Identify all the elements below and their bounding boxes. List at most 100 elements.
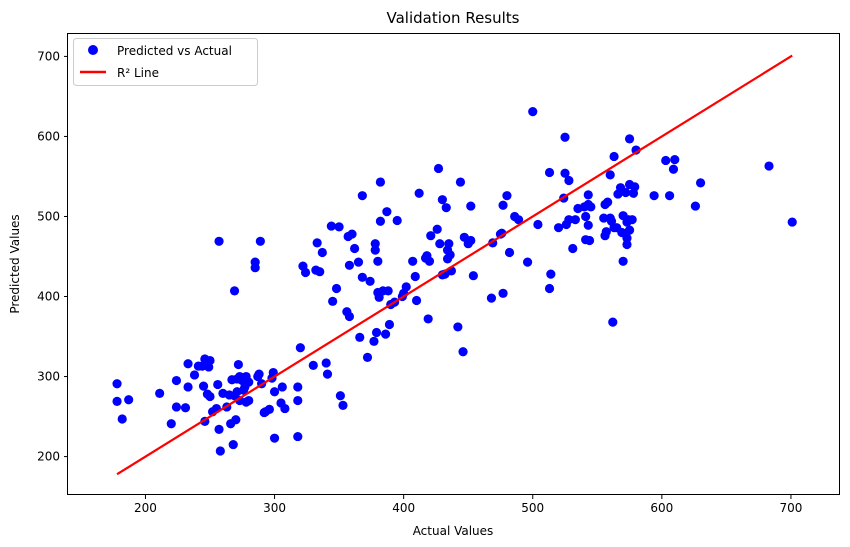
scatter-point [414, 188, 424, 198]
scatter-point [355, 332, 365, 342]
scatter-point [335, 391, 345, 401]
scatter-point [649, 191, 659, 201]
scatter-point [668, 164, 679, 174]
scatter-point [513, 215, 524, 225]
scatter-point [444, 239, 454, 249]
scatter-point [601, 227, 611, 237]
scatter-point [264, 404, 274, 414]
scatter-point [380, 329, 391, 339]
scatter-point [546, 269, 556, 279]
y-tick-label: 400 [37, 290, 60, 304]
scatter-point [312, 238, 322, 248]
scatter-point [293, 382, 303, 392]
y-axis-label: Predicted Values [8, 214, 22, 313]
scatter-point [215, 446, 225, 456]
scatter-point [432, 224, 442, 234]
y-tick-label: 300 [37, 370, 60, 384]
scatter-point [229, 286, 240, 296]
scatter-point [410, 271, 420, 282]
scatter-point [690, 201, 701, 211]
scatter-point [453, 322, 463, 332]
scatter-point [498, 200, 508, 210]
scatter-point [624, 225, 635, 235]
scatter-point [180, 403, 191, 413]
x-axis-label: Actual Values [413, 524, 494, 538]
scatter-point [599, 213, 609, 223]
scatter-point [233, 359, 244, 370]
scatter-point [375, 216, 386, 226]
scatter-point [322, 369, 333, 379]
scatter-point [424, 256, 435, 266]
y-tick-label: 700 [37, 49, 60, 63]
scatter-point [293, 431, 303, 442]
scatter-point [124, 395, 134, 405]
scatter-point [382, 207, 392, 217]
scatter-point [622, 239, 632, 250]
scatter-point [269, 387, 280, 397]
legend-box [73, 38, 258, 86]
y-tick-label: 600 [37, 129, 60, 143]
scatter-point [605, 170, 615, 180]
scatter-point [401, 282, 411, 292]
scatter-point [328, 296, 338, 306]
scatter-point [383, 286, 393, 296]
scatter-point [553, 223, 564, 233]
scatter-point [584, 235, 595, 246]
scatter-point [277, 382, 287, 392]
scatter-point [357, 272, 367, 282]
scatter-point [392, 215, 402, 226]
x-tick-label: 400 [392, 501, 415, 515]
scatter-point [308, 360, 318, 370]
scatter-point [338, 400, 348, 410]
scatter-point [564, 175, 574, 186]
scatter-point [371, 327, 382, 338]
scatter-point [544, 167, 555, 178]
scatter-point [564, 215, 574, 225]
scatter-point [583, 220, 593, 230]
scatter-point [468, 271, 478, 281]
scatter-point [631, 145, 641, 155]
scatter-point [112, 396, 122, 406]
scatter-point [787, 217, 797, 227]
scatter-point [608, 317, 618, 327]
scatter-point [458, 347, 468, 357]
scatter-point [568, 243, 578, 254]
scatter-point [344, 311, 355, 322]
x-tick-label: 700 [779, 501, 802, 515]
scatter-point [445, 250, 455, 260]
scatter-point [300, 267, 311, 278]
scatter-point [244, 395, 254, 406]
scatter-point [583, 190, 593, 200]
scatter-point [466, 235, 476, 246]
scatter-point [155, 388, 165, 398]
scatter-point [353, 257, 364, 267]
scatter-point [609, 151, 619, 162]
scatter-point [581, 211, 591, 222]
scatter-point [624, 134, 635, 144]
scatter-point [466, 201, 476, 211]
scatter-point [441, 203, 451, 213]
scatter-point [544, 283, 555, 294]
scatter-point [183, 359, 193, 369]
scatter-point [622, 233, 632, 243]
scatter-point [214, 236, 224, 246]
scatter-point [764, 161, 774, 171]
scatter-point [621, 187, 631, 198]
scatter-point [326, 221, 336, 231]
scatter-point [630, 182, 640, 192]
axes-frame [67, 33, 840, 495]
scatter-point [533, 219, 543, 230]
legend: Predicted vs Actual R² Line [73, 38, 258, 86]
legend-scatter-marker [88, 45, 98, 55]
fit-line-layer [116, 54, 793, 476]
scatter-point [373, 256, 383, 266]
scatter-point [661, 155, 671, 166]
x-tick-label: 500 [521, 501, 544, 515]
x-axis-ticks: 200 300 400 500 600 700 [134, 495, 802, 515]
scatter-point [214, 424, 224, 434]
scatter-point [618, 256, 628, 266]
scatter-point [347, 229, 357, 239]
scatter-point [426, 231, 436, 241]
scatter-point [603, 197, 613, 207]
scatter-point [498, 288, 508, 298]
